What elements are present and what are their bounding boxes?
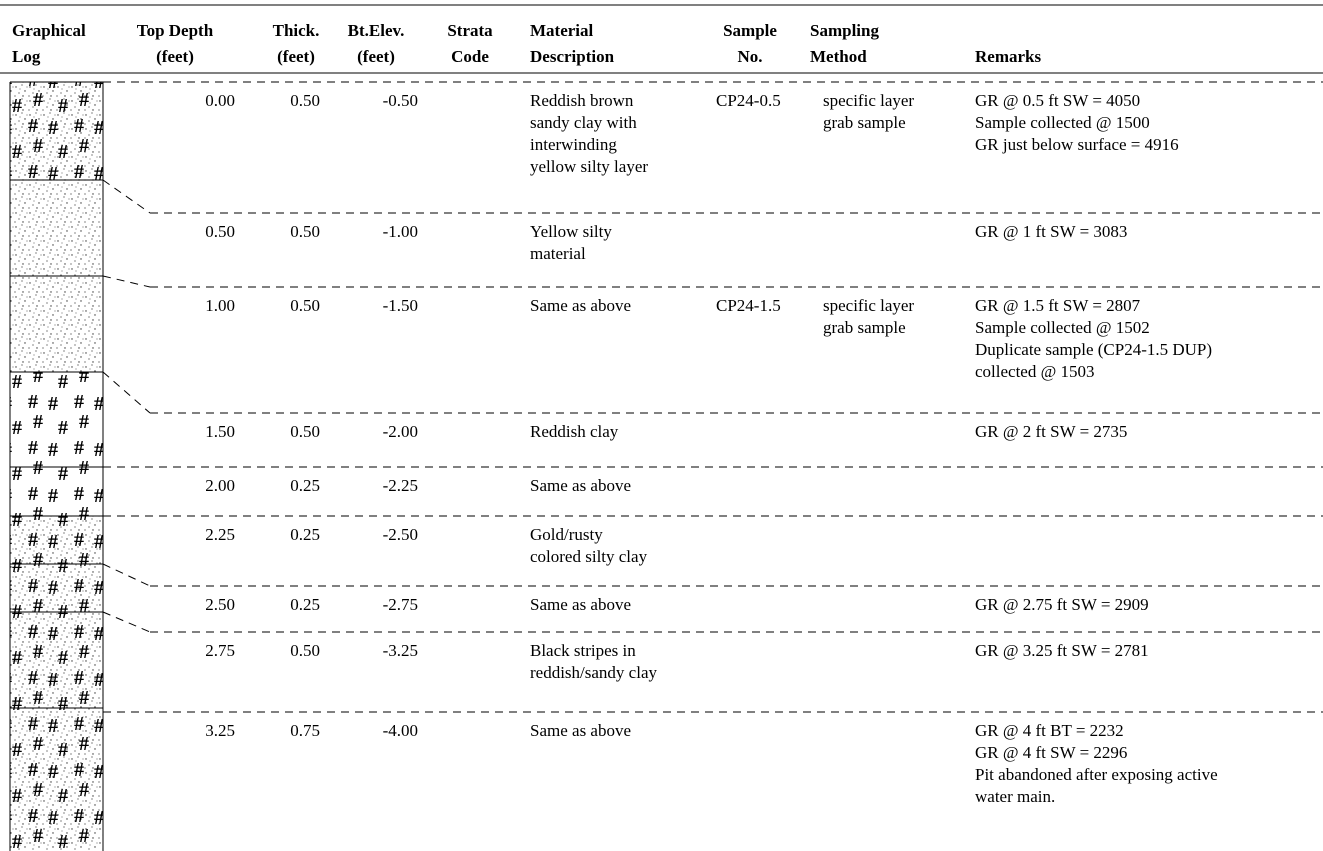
thickness: 0.75 bbox=[290, 721, 320, 740]
thickness: 0.25 bbox=[290, 595, 320, 614]
remarks: collected @ 1503 bbox=[975, 362, 1095, 381]
log-fill bbox=[10, 276, 103, 372]
table-body: Graphical Log Top Depth (feet) Thick. (feet) B… bbox=[12, 21, 1323, 806]
sampling-method: grab sample bbox=[823, 113, 906, 132]
sampling-method: specific layer bbox=[823, 296, 914, 315]
column-header: Bt.Elev. bbox=[348, 21, 405, 40]
log-fill bbox=[10, 372, 103, 467]
log-fill bbox=[10, 516, 103, 564]
top-depth: 2.50 bbox=[205, 595, 235, 614]
thickness: 0.50 bbox=[290, 222, 320, 241]
layer-connector bbox=[102, 275, 151, 288]
thickness: 0.50 bbox=[290, 422, 320, 441]
elevation: -1.50 bbox=[383, 296, 418, 315]
log-fill bbox=[10, 564, 103, 612]
thickness: 0.25 bbox=[290, 525, 320, 544]
column-header: (feet) bbox=[277, 47, 315, 66]
elevation: -4.00 bbox=[383, 721, 418, 740]
layer-connector bbox=[102, 611, 151, 633]
graphical-log bbox=[9, 81, 104, 851]
top-depth: 1.00 bbox=[205, 296, 235, 315]
top-depth: 0.00 bbox=[205, 91, 235, 110]
elevation: -2.50 bbox=[383, 525, 418, 544]
thickness: 0.50 bbox=[290, 641, 320, 660]
remarks: water main. bbox=[975, 787, 1055, 806]
top-depth: 0.50 bbox=[205, 222, 235, 241]
remarks: Pit abandoned after exposing active bbox=[975, 765, 1218, 784]
thickness: 0.25 bbox=[290, 476, 320, 495]
log-fill bbox=[10, 467, 103, 516]
remarks: GR @ 3.25 ft SW = 2781 bbox=[975, 641, 1149, 660]
log-fill bbox=[10, 82, 103, 180]
column-header: (feet) bbox=[156, 47, 194, 66]
thickness: 0.50 bbox=[290, 296, 320, 315]
material-description: Same as above bbox=[530, 721, 631, 740]
elevation: -3.25 bbox=[383, 641, 418, 660]
top-depth: 2.75 bbox=[205, 641, 235, 660]
material-description: material bbox=[530, 244, 586, 263]
column-header: Graphical bbox=[12, 21, 86, 40]
sampling-method: grab sample bbox=[823, 318, 906, 337]
remarks: GR @ 4 ft BT = 2232 bbox=[975, 721, 1124, 740]
material-description: sandy clay with bbox=[530, 113, 637, 132]
layer-connector bbox=[102, 371, 151, 414]
material-description: yellow silty layer bbox=[530, 157, 648, 176]
sampling-method: specific layer bbox=[823, 91, 914, 110]
material-description: Same as above bbox=[530, 595, 631, 614]
log-fill bbox=[10, 180, 103, 276]
column-header: Method bbox=[810, 47, 867, 66]
column-header: Sampling bbox=[810, 21, 879, 40]
elevation: -0.50 bbox=[383, 91, 418, 110]
column-header: Log bbox=[12, 47, 41, 66]
column-header: Thick. bbox=[273, 21, 320, 40]
material-description: Reddish clay bbox=[530, 422, 619, 441]
remarks: GR @ 1 ft SW = 3083 bbox=[975, 222, 1127, 241]
remarks: Sample collected @ 1500 bbox=[975, 113, 1150, 132]
material-description: Same as above bbox=[530, 296, 631, 315]
thickness: 0.50 bbox=[290, 91, 320, 110]
top-depth: 1.50 bbox=[205, 422, 235, 441]
remarks: Duplicate sample (CP24-1.5 DUP) bbox=[975, 340, 1212, 359]
material-description: interwinding bbox=[530, 135, 617, 154]
material-description: Gold/rusty bbox=[530, 525, 603, 544]
top-depth: 2.00 bbox=[205, 476, 235, 495]
elevation: -2.25 bbox=[383, 476, 418, 495]
material-description: Black stripes in bbox=[530, 641, 636, 660]
column-header: Strata bbox=[447, 21, 493, 40]
log-fill bbox=[10, 708, 103, 851]
column-header: Material bbox=[530, 21, 594, 40]
material-description: reddish/sandy clay bbox=[530, 663, 657, 682]
elevation: -2.75 bbox=[383, 595, 418, 614]
material-description: Yellow silty bbox=[530, 222, 612, 241]
remarks: GR @ 2.75 ft SW = 2909 bbox=[975, 595, 1149, 614]
column-header: Code bbox=[451, 47, 489, 66]
material-description: Same as above bbox=[530, 476, 631, 495]
remarks: GR just below surface = 4916 bbox=[975, 135, 1179, 154]
column-header: Sample bbox=[723, 21, 777, 40]
column-header: (feet) bbox=[357, 47, 395, 66]
sample-no: CP24-0.5 bbox=[716, 91, 781, 110]
sample-no: CP24-1.5 bbox=[716, 296, 781, 315]
top-depth: 2.25 bbox=[205, 525, 235, 544]
column-header: No. bbox=[737, 47, 762, 66]
layer-connector bbox=[102, 563, 151, 587]
material-description: Reddish brown bbox=[530, 91, 634, 110]
remarks: GR @ 0.5 ft SW = 4050 bbox=[975, 91, 1140, 110]
elevation: -2.00 bbox=[383, 422, 418, 441]
log-fill bbox=[10, 612, 103, 708]
remarks: GR @ 4 ft SW = 2296 bbox=[975, 743, 1127, 762]
column-header: Remarks bbox=[975, 47, 1041, 66]
top-depth: 3.25 bbox=[205, 721, 235, 740]
remarks: GR @ 2 ft SW = 2735 bbox=[975, 422, 1127, 441]
remarks: GR @ 1.5 ft SW = 2807 bbox=[975, 296, 1141, 315]
material-description: colored silty clay bbox=[530, 547, 648, 566]
column-header: Top Depth bbox=[137, 21, 214, 40]
column-header: Description bbox=[530, 47, 615, 66]
elevation: -1.00 bbox=[383, 222, 418, 241]
layer-connector bbox=[102, 179, 151, 214]
remarks: Sample collected @ 1502 bbox=[975, 318, 1150, 337]
